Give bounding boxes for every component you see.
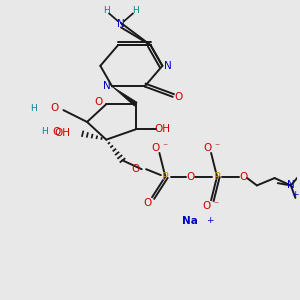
Text: O: O (50, 103, 59, 113)
Text: O: O (143, 198, 152, 208)
Text: O: O (203, 142, 212, 153)
Text: OH: OH (154, 124, 170, 134)
Polygon shape (112, 86, 137, 106)
Text: O: O (239, 172, 248, 182)
Text: ⁻: ⁻ (213, 200, 218, 211)
Text: O: O (174, 92, 182, 102)
Text: O: O (95, 97, 103, 107)
Text: Na: Na (182, 216, 198, 226)
Text: O: O (52, 127, 60, 137)
Text: P: P (214, 172, 220, 182)
Text: H: H (31, 103, 37, 112)
Text: +: + (292, 190, 299, 199)
Text: P: P (162, 172, 169, 182)
Text: H: H (103, 6, 110, 15)
Text: +: + (206, 216, 213, 225)
Text: O: O (186, 172, 195, 182)
Text: O: O (132, 164, 140, 174)
Text: ⁻: ⁻ (214, 142, 220, 153)
Text: N: N (287, 180, 295, 190)
Text: H: H (132, 6, 139, 15)
Text: N: N (164, 61, 172, 71)
Text: O: O (202, 200, 211, 211)
Text: O: O (152, 142, 160, 153)
Text: ⁻: ⁻ (163, 142, 168, 153)
Text: H: H (41, 127, 48, 136)
Text: N: N (117, 19, 125, 28)
Text: N: N (103, 82, 111, 92)
Text: OH: OH (54, 128, 70, 138)
